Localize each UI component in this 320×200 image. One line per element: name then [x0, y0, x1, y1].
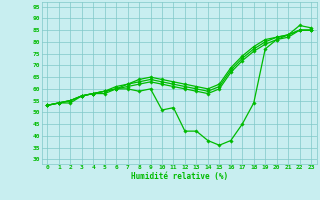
X-axis label: Humidité relative (%): Humidité relative (%)	[131, 172, 228, 181]
